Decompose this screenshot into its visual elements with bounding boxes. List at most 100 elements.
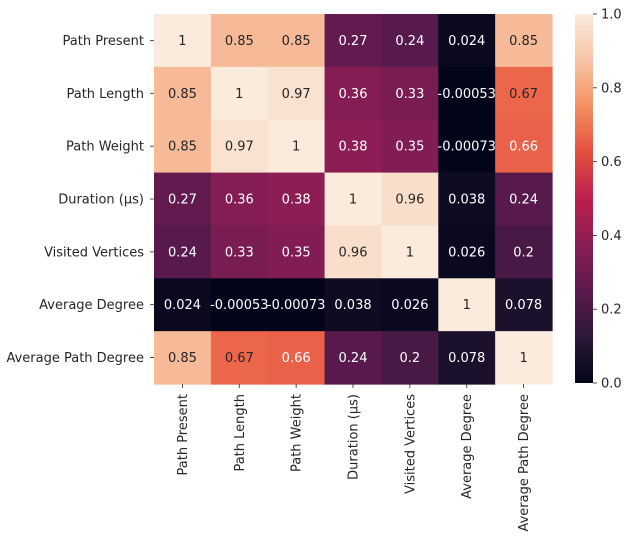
heatmap-cell xyxy=(154,172,212,227)
heatmap-cell xyxy=(495,66,553,121)
colorbar-tick-label: 1.0 xyxy=(601,8,622,23)
colorbar-tick-label: 0.4 xyxy=(601,229,622,244)
column-label: Average Degree xyxy=(460,394,475,499)
cell-annotation: 0.024 xyxy=(448,34,485,49)
cell-annotation: 0.24 xyxy=(395,34,424,49)
heatmap-cell xyxy=(324,119,383,174)
colorbar-tick-label: 0.6 xyxy=(601,155,622,170)
heatmap-cell xyxy=(154,331,212,385)
heatmap-cell xyxy=(495,225,553,279)
heatmap-cell xyxy=(210,225,269,279)
heatmap-cell xyxy=(381,119,439,174)
heatmap-cell xyxy=(381,172,439,227)
cell-annotation: 0.026 xyxy=(391,298,428,313)
heatmap-cell xyxy=(154,278,212,332)
column-tick-labels: Path Present Path Length Path Weight Durati… xyxy=(176,384,532,532)
colorbar-tick-label: 0.2 xyxy=(601,303,622,318)
heatmap-cell xyxy=(324,331,383,385)
colorbar-tick-label: 0.8 xyxy=(601,81,622,96)
heatmap-cell xyxy=(210,278,269,332)
heatmap-cell xyxy=(267,119,326,174)
cell-annotation: 0.026 xyxy=(448,245,485,260)
heatmap-cell xyxy=(381,14,439,68)
heatmap-cell xyxy=(438,331,496,385)
cell-annotation: -0.00053 xyxy=(210,298,268,313)
heatmap-cell xyxy=(438,119,496,174)
column-label: Duration (µs) xyxy=(347,394,362,480)
cell-annotation: 1 xyxy=(235,87,243,102)
heatmap-cell xyxy=(267,66,326,121)
colorbar-ticks: 0.0 0.2 0.4 0.6 0.8 1.0 xyxy=(593,8,622,392)
cell-annotation: 0.97 xyxy=(282,87,311,102)
cell-annotation: 1 xyxy=(292,140,300,155)
cell-annotation: 0.078 xyxy=(448,351,485,366)
heatmap-cell xyxy=(381,225,439,279)
cell-annotation: -0.00053 xyxy=(438,87,496,102)
cell-annotation: 0.24 xyxy=(509,193,538,208)
column-label: Average Path Degree xyxy=(517,394,532,532)
cell-annotation: 0.96 xyxy=(395,193,424,208)
cell-annotation: 0.85 xyxy=(168,351,197,366)
heatmap-cell xyxy=(324,14,383,68)
cell-annotation: 0.038 xyxy=(448,193,485,208)
row-label: Duration (µs) xyxy=(58,193,144,208)
heatmap-cell xyxy=(210,66,269,121)
heatmap-cell xyxy=(438,278,496,332)
row-label: Path Weight xyxy=(66,140,144,155)
cell-annotation: 0.66 xyxy=(509,140,538,155)
heatmap-cell xyxy=(267,331,326,385)
cell-annotation: 0.33 xyxy=(225,245,254,260)
heatmap-cell xyxy=(267,225,326,279)
cell-annotation: 0.27 xyxy=(168,193,197,208)
row-label: Average Degree xyxy=(39,298,144,313)
cell-annotation: 0.35 xyxy=(282,245,311,260)
heatmap-cell xyxy=(438,225,496,279)
cell-annotation: 0.27 xyxy=(339,34,368,49)
cell-annotation: 0.67 xyxy=(509,87,538,102)
cell-annotation: 0.078 xyxy=(505,298,542,313)
colorbar: 0.0 0.2 0.4 0.6 0.8 1.0 xyxy=(575,8,622,392)
heatmap-cell xyxy=(154,225,212,279)
heatmap-cell xyxy=(210,172,269,227)
cell-annotation: 0.85 xyxy=(509,34,538,49)
heatmap-cell xyxy=(438,66,496,121)
cell-annotation: 0.97 xyxy=(225,140,254,155)
heatmap-cell xyxy=(495,331,553,385)
cell-annotation: 0.2 xyxy=(400,351,421,366)
heatmap-cell xyxy=(324,278,383,332)
cell-annotation: 0.85 xyxy=(168,87,197,102)
column-label: Visited Vertices xyxy=(403,394,418,494)
cell-annotation: 0.36 xyxy=(225,193,254,208)
heatmap-cell xyxy=(154,66,212,121)
cell-annotation: -0.00073 xyxy=(438,140,496,155)
cell-annotation: -0.00073 xyxy=(267,298,325,313)
heatmap-cell xyxy=(210,331,269,385)
heatmap-cell xyxy=(381,66,439,121)
row-tick-labels: Path Present Path Length Path Weight Durati… xyxy=(6,34,154,366)
cell-annotation: 0.35 xyxy=(395,140,424,155)
row-label: Visited Vertices xyxy=(44,245,144,260)
colorbar-tick-label: 0.0 xyxy=(601,377,622,392)
heatmap-cell xyxy=(495,14,553,68)
cell-annotation: 0.33 xyxy=(395,87,424,102)
heatmap-cell xyxy=(154,14,212,68)
heatmap-cells: 1 0.85 0.85 0.27 0.24 0.024 0.85 0.85 1 0.97 0.36 0… xyxy=(154,14,553,385)
cell-annotation: 1 xyxy=(519,351,527,366)
heatmap-cell xyxy=(324,66,383,121)
cell-annotation: 1 xyxy=(463,298,471,313)
cell-annotation: 0.67 xyxy=(225,351,254,366)
cell-annotation: 0.2 xyxy=(513,245,534,260)
column-label: Path Length xyxy=(233,394,248,472)
heatmap-cell xyxy=(324,225,383,279)
heatmap-cell xyxy=(210,14,269,68)
heatmap-cell xyxy=(495,278,553,332)
cell-annotation: 1 xyxy=(406,245,414,260)
heatmap-cell xyxy=(267,278,326,332)
cell-annotation: 0.85 xyxy=(168,140,197,155)
cell-annotation: 0.024 xyxy=(164,298,201,313)
heatmap-cell xyxy=(267,14,326,68)
cell-annotation: 0.85 xyxy=(282,34,311,49)
cell-annotation: 0.38 xyxy=(339,140,368,155)
heatmap-cell xyxy=(495,119,553,174)
